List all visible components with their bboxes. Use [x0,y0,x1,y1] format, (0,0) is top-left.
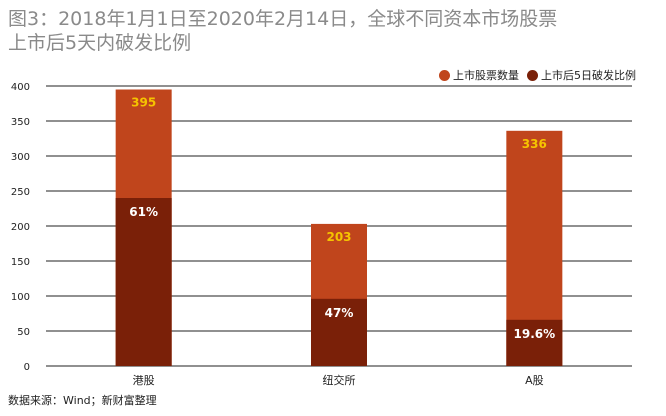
y-tick-label-150: 150 [11,257,30,268]
legend-item-total: 上市股票数量 [439,67,519,83]
chart-title-line-1: 图3：2018年1月1日至2020年2月14日，全球不同资本市场股票 [8,8,558,30]
data-label-broken-0: 61% [129,205,158,219]
x-tick-label-2: A股 [525,374,544,387]
data-label-broken-2: 19.6% [514,327,556,341]
y-tick-label-200: 200 [11,222,30,233]
legend-label-broken: 上市后5日破发比例 [541,69,636,82]
data-label-total-1: 203 [326,230,351,244]
y-tick-label-300: 300 [11,152,30,163]
legend-item-broken: 上市后5日破发比例 [527,67,636,83]
y-tick-label-400: 400 [11,82,30,93]
data-label-total-2: 336 [522,137,547,151]
y-tick-label-250: 250 [11,187,30,198]
chart-title-line-2: 上市后5天内破发比例 [8,32,192,54]
data-label-total-0: 395 [131,96,156,110]
x-tick-label-1: 纽交所 [323,373,356,387]
y-tick-label-350: 350 [11,117,30,128]
legend-swatch-total [439,69,450,81]
y-tick-label-100: 100 [11,292,30,303]
legend-label-total: 上市股票数量 [453,69,519,82]
legend-swatch-broken [527,69,538,81]
x-tick-label-0: 港股 [133,374,155,387]
y-tick-label-50: 50 [17,327,30,338]
bar-broken-2 [506,319,563,366]
data-label-broken-1: 47% [325,306,354,320]
y-tick-label-0: 0 [24,362,30,373]
chart-legend: 上市股票数量 上市后5日破发比例 [431,67,636,83]
data-source-note: 数据来源：Wind；新财富整理 [8,394,157,407]
bar-broken-1 [311,298,367,366]
bar-broken-0 [115,198,172,366]
